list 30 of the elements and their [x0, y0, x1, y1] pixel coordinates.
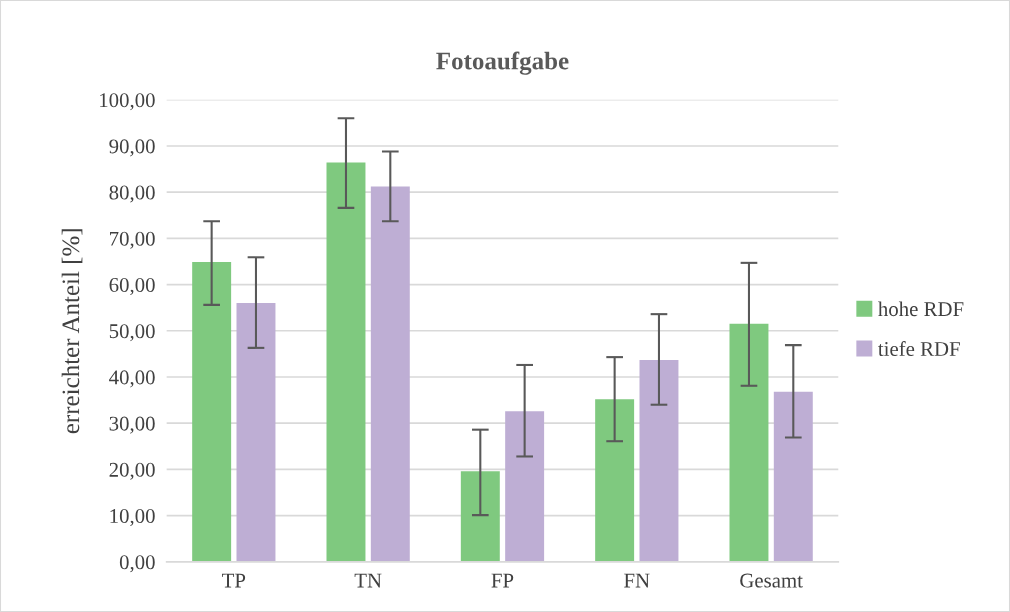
legend-label: tiefe RDF [878, 341, 960, 356]
bar [729, 323, 769, 562]
y-tick-label: 40,00 [109, 370, 155, 388]
y-tick-label: 10,00 [110, 508, 155, 527]
bar [460, 471, 500, 562]
bar [639, 359, 679, 562]
y-tick-label: 50,00 [109, 324, 155, 342]
y-tick-label: 20,00 [109, 462, 155, 480]
y-tick-label: 60,00 [109, 277, 155, 296]
x-tick-label: FN [624, 573, 650, 588]
legend-label: hohe RDF [878, 301, 964, 317]
bar [773, 391, 813, 562]
y-axis-title: erreichter Anteil [%] [61, 229, 83, 434]
y-tick-label: 30,00 [109, 416, 155, 434]
y-tick-label: 90,00 [109, 139, 155, 157]
y-tick-label: 70,00 [110, 231, 155, 249]
bar [505, 411, 545, 562]
bar [595, 399, 635, 562]
bar [326, 162, 366, 562]
x-tick-label: FP [491, 573, 514, 588]
x-tick-label: TN [354, 573, 382, 588]
chart-title: Fotoaufgabe [436, 51, 569, 75]
y-tick-label: 0,00 [119, 555, 155, 573]
y-tick-label: 100,00 [100, 93, 155, 111]
x-tick-label: TP [222, 573, 246, 588]
bar [236, 303, 276, 562]
bar [192, 261, 232, 562]
bar [370, 186, 410, 562]
x-tick-label: Gesamt [740, 573, 803, 588]
y-tick-label: 80,00 [109, 185, 155, 203]
